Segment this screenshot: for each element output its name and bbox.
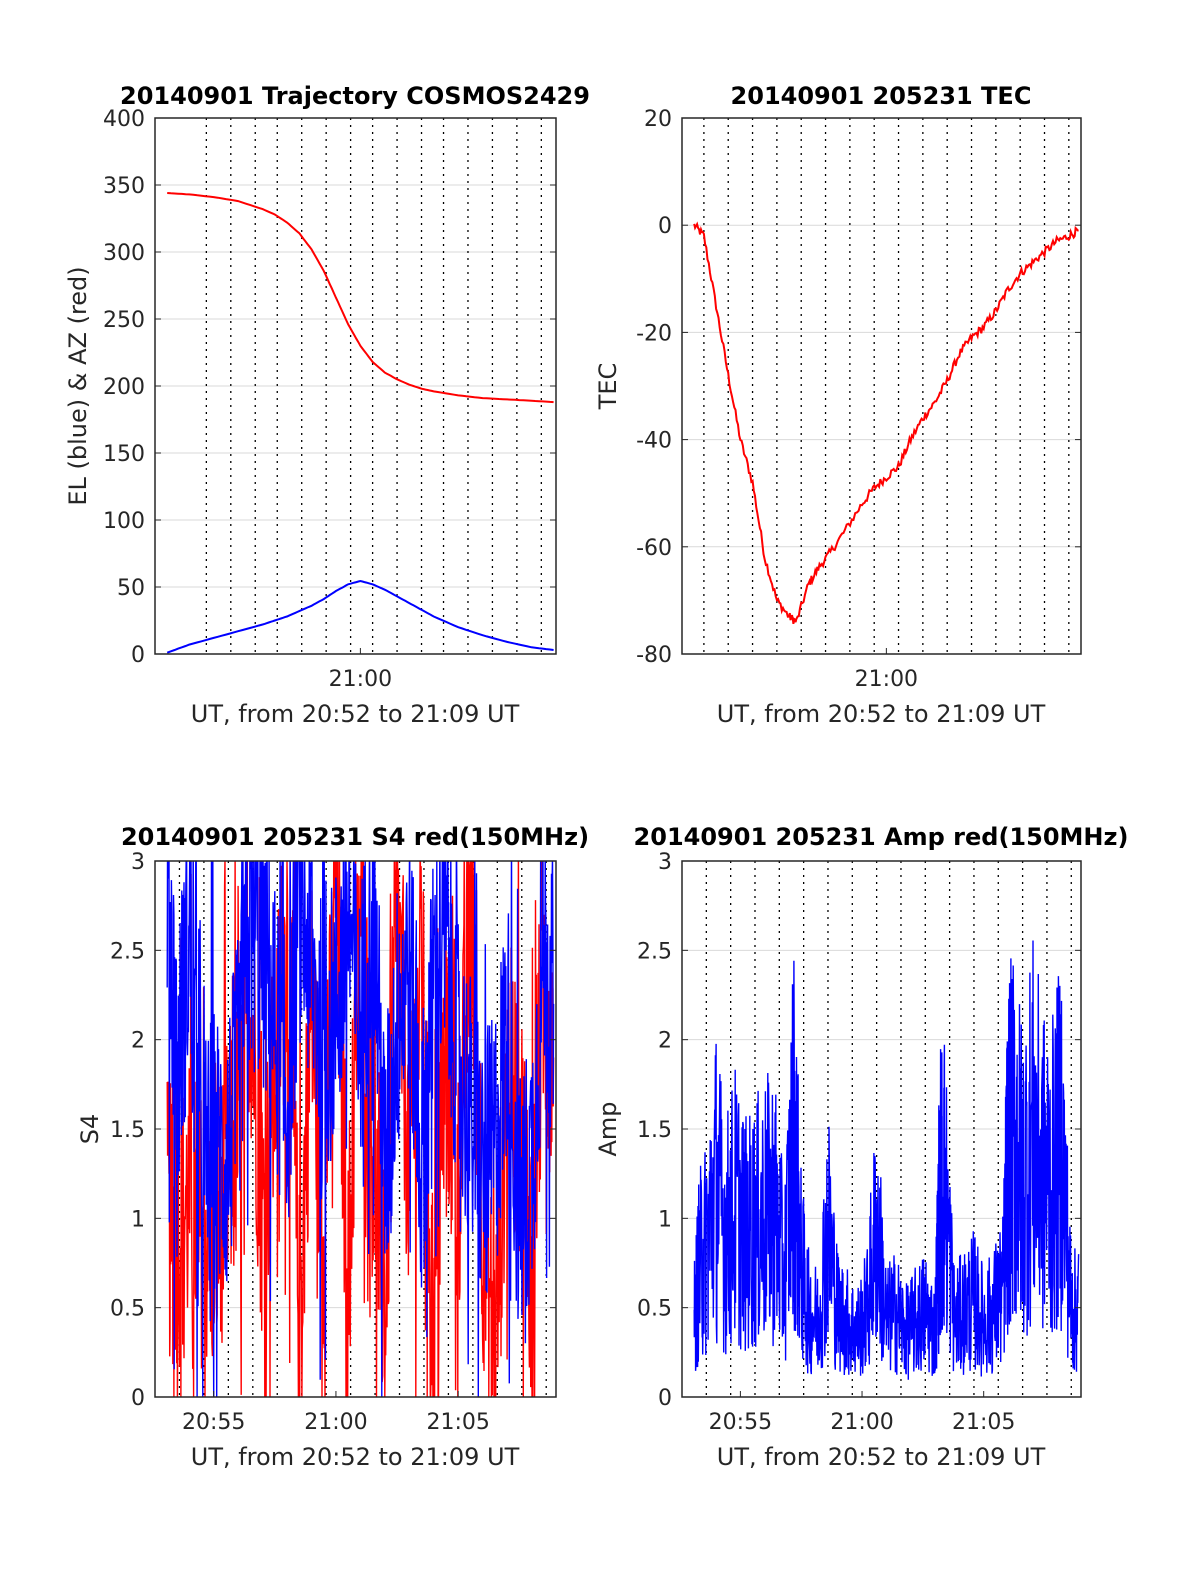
y-tick-label: 1.5 (110, 1118, 145, 1143)
y-axis-label: S4 (76, 1114, 104, 1145)
y-axis-label: TEC (594, 363, 622, 411)
y-tick-label: 2 (131, 1029, 145, 1054)
y-tick-label: -20 (636, 321, 672, 346)
x-axis-label: UT, from 20:52 to 21:09 UT (191, 1443, 520, 1471)
x-axis-label: UT, from 20:52 to 21:09 UT (717, 1443, 1046, 1471)
y-tick-label: -40 (636, 429, 672, 454)
panel-trajectory: 0 50 100 150 200 250 300 350 400 21:00 20140901 T… (64, 82, 590, 728)
y-axis-label: Amp (594, 1101, 622, 1156)
panel-title: 20140901 205231 TEC (731, 82, 1032, 110)
series-line-tec (693, 221, 1079, 625)
panel-tec: -80 -60 -40 -20 0 20 21:00 20140901 205231 TEC… (594, 82, 1082, 728)
panel-title: 20140901 205231 Amp red(150MHz) (634, 823, 1129, 851)
y-tick-label: 150 (103, 442, 145, 467)
y-tick-label: 200 (103, 375, 145, 400)
y-tick-label: 0.5 (110, 1297, 145, 1322)
x-axis-label: UT, from 20:52 to 21:09 UT (717, 700, 1046, 728)
y-tick-label: 1.5 (637, 1118, 672, 1143)
y-tick-label: -80 (636, 643, 672, 668)
panel-amp: 0 0.5 1 1.5 2 2.5 3 20:55 21:00 21:05 20140901 20… (594, 823, 1128, 1471)
y-tick-label: 3 (658, 850, 672, 875)
y-tick-label: 0 (131, 643, 145, 668)
y-tick-label: 2.5 (110, 939, 145, 964)
panel-s4: 0 0.5 1 1.5 2 2.5 3 20:55 21:00 21:05 20140901 20… (76, 823, 589, 1471)
x-tick-label: 21:05 (426, 1410, 489, 1435)
x-tick-label: 21:00 (855, 667, 918, 692)
y-tick-label: 2 (658, 1029, 672, 1054)
y-tick-label: 350 (103, 174, 145, 199)
x-tick-label: 21:00 (830, 1410, 893, 1435)
y-tick-label: 20 (644, 107, 672, 132)
x-axis-label: UT, from 20:52 to 21:09 UT (191, 700, 520, 728)
x-tick-label: 21:00 (329, 667, 392, 692)
y-tick-label: 0 (658, 214, 672, 239)
series-line-amp (693, 940, 1080, 1380)
y-tick-label: 50 (117, 576, 145, 601)
y-axis-label: EL (blue) & AZ (red) (64, 266, 92, 505)
series-line-blue (166, 861, 555, 1397)
y-tick-label: 400 (103, 107, 145, 132)
y-tick-label: 1 (658, 1207, 672, 1232)
series-line-az (167, 192, 554, 404)
y-tick-label: 2.5 (637, 939, 672, 964)
y-tick-label: 250 (103, 308, 145, 333)
x-tick-label: 21:00 (304, 1410, 367, 1435)
series-line-el (166, 579, 554, 654)
y-tick-label: -60 (636, 536, 672, 561)
y-tick-label: 0 (131, 1386, 145, 1411)
y-tick-label: 0 (658, 1386, 672, 1411)
y-tick-label: 1 (131, 1207, 145, 1232)
panel-title: 20140901 205231 S4 red(150MHz) (121, 823, 589, 851)
x-tick-label: 21:05 (952, 1410, 1015, 1435)
x-tick-label: 20:55 (709, 1410, 772, 1435)
y-tick-label: 300 (103, 241, 145, 266)
y-tick-label: 100 (103, 509, 145, 534)
y-tick-label: 0.5 (637, 1297, 672, 1322)
panel-title: 20140901 Trajectory COSMOS2429 (120, 82, 590, 110)
y-tick-label: 3 (131, 850, 145, 875)
x-tick-label: 20:55 (182, 1410, 245, 1435)
